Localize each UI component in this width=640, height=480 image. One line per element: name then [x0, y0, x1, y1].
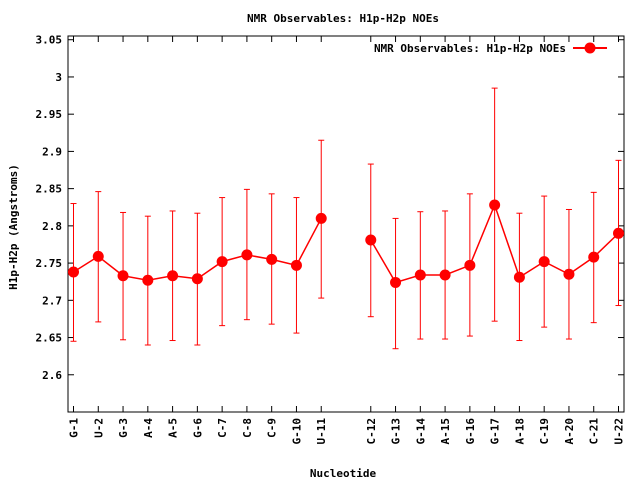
x-tick-label: G-6: [191, 418, 204, 438]
data-point: [315, 212, 327, 224]
x-tick-label: U-11: [315, 418, 328, 445]
y-tick-label: 2.95: [36, 108, 63, 121]
x-tick-label: A-15: [439, 418, 452, 445]
data-point: [216, 256, 228, 268]
data-point: [414, 269, 426, 281]
x-tick-label: G-3: [117, 418, 130, 438]
legend-marker: [584, 42, 596, 54]
x-tick-label: G-13: [390, 418, 403, 445]
x-tick-label: U-22: [613, 418, 626, 445]
y-tick-label: 3.05: [36, 34, 63, 47]
x-tick-label: G-1: [68, 418, 81, 438]
data-point: [464, 259, 476, 271]
data-point: [439, 269, 451, 281]
plot-frame: [67, 35, 625, 413]
data-point: [390, 276, 402, 288]
x-tick-label: G-17: [489, 418, 502, 445]
x-tick-label: G-10: [290, 418, 303, 445]
x-tick-label: C-8: [241, 418, 254, 438]
data-point: [266, 253, 278, 265]
legend-label: NMR Observables: H1p-H2p NOEs: [374, 42, 566, 55]
data-point: [538, 256, 550, 268]
x-tick-label: A-20: [563, 418, 576, 445]
data-point: [290, 259, 302, 271]
x-tick-label: A-5: [167, 418, 180, 438]
series-h1p-h2p: [68, 87, 624, 350]
data-point: [489, 199, 501, 211]
y-tick-label: 2.8: [42, 220, 62, 233]
x-tick-label: A-4: [142, 418, 155, 438]
legend: NMR Observables: H1p-H2p NOEs: [374, 42, 607, 55]
x-tick-label: C-7: [216, 418, 229, 438]
x-tick-label: C-21: [588, 418, 601, 445]
y-tick-label: 2.65: [36, 332, 63, 345]
x-tick-label: C-9: [266, 418, 279, 438]
data-point: [167, 270, 179, 282]
y-tick-label: 3: [55, 71, 62, 84]
y-axis-label: H1p-H2p (Angstroms): [7, 164, 20, 290]
data-point: [191, 273, 203, 285]
data-point: [117, 270, 129, 282]
y-tick-label: 2.7: [42, 294, 62, 307]
y-tick-label: 2.9: [42, 145, 62, 158]
data-point: [68, 266, 79, 278]
data-point: [92, 250, 104, 262]
data-point: [513, 271, 525, 283]
data-point: [563, 268, 575, 280]
x-tick-label: G-16: [464, 418, 477, 445]
x-axis: G-1 U-2 G-3 A-4 A-5 G-6 C-7 C-8 C-9 G-10 U-11 C-12 G…: [68, 36, 626, 445]
x-tick-label: C-12: [365, 418, 378, 445]
x-tick-label: U-2: [92, 418, 105, 438]
data-point: [241, 249, 253, 261]
x-axis-label: Nucleotide: [310, 467, 377, 480]
chart-title: NMR Observables: H1p-H2p NOEs: [247, 12, 439, 25]
y-tick-label: 2.85: [36, 183, 63, 196]
x-tick-label: A-18: [513, 418, 526, 445]
data-point: [142, 274, 154, 286]
x-tick-label: G-14: [414, 418, 427, 445]
data-point: [365, 234, 377, 246]
y-tick-label: 2.6: [42, 369, 62, 382]
data-point: [613, 227, 624, 239]
x-tick-label: C-19: [538, 418, 551, 445]
y-axis: 2.6 2.65 2.7 2.75 2.8 2.85 2.9 2.95 3 3.05: [36, 34, 624, 382]
data-point: [588, 251, 600, 263]
y-tick-label: 2.75: [36, 257, 63, 270]
